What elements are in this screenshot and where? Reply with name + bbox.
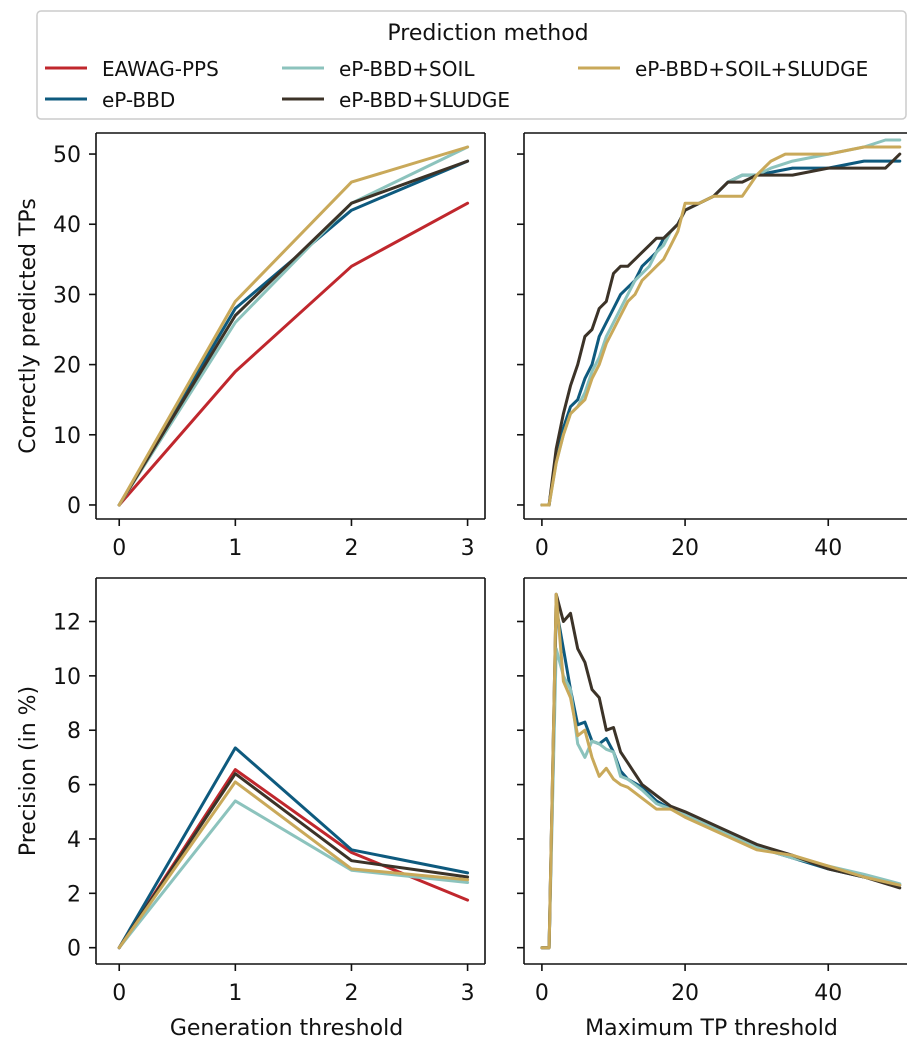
legend-entry-ep-bbd: eP-BBD (45, 88, 175, 112)
series-line-ep-bbd-soil-sludge-bottom-left (117, 780, 470, 950)
x-tick-label-top-left: 2 (344, 536, 358, 561)
y-tick-label-bottom-left: 8 (67, 719, 81, 744)
x-tick-label-bottom-left: 3 (461, 981, 475, 1006)
axes-bottom-left (95, 577, 486, 965)
series-line-ep-bbd-soil-sludge-bottom-right (540, 592, 902, 950)
series-line-ep-bbd-soil-sludge-top-left (117, 145, 470, 507)
series-group-top-left (117, 145, 470, 507)
legend-entry-ep-bbd-soil-sludge: eP-BBD+SOIL+SLUDGE (578, 57, 868, 81)
legend-label-ep-bbd-soil: eP-BBD+SOIL (339, 57, 475, 81)
x-tick-label-top-right: 40 (814, 536, 842, 561)
x-tick-label-bottom-left: 0 (112, 981, 126, 1006)
series-line-ep-bbd-sludge-top-left (117, 159, 470, 507)
legend-entry-ep-bbd-sludge: eP-BBD+SLUDGE (282, 88, 510, 112)
y-tick-label-top-left: 30 (53, 283, 81, 308)
y-axis-label-top-left: Correctly predicted TPs (16, 198, 41, 454)
axes-top-right (523, 132, 907, 520)
legend-frame (36, 10, 907, 120)
series-line-ep-bbd-sludge-top-right (540, 152, 902, 507)
series-line-ep-bbd-soil-bottom-left (117, 799, 470, 950)
x-tick-label-bottom-left: 2 (344, 981, 358, 1006)
axes-bottom-right (523, 577, 907, 965)
series-group-bottom-left (117, 746, 470, 950)
legend-title: Prediction method (387, 21, 588, 46)
legend: Prediction method EAWAG-PPS eP-BBD eP-BBD+… (36, 10, 907, 120)
legend-label-ep-bbd: eP-BBD (102, 88, 175, 112)
panel-top-right: 0 20 40 (517, 132, 907, 561)
y-axis-label-bottom-left: Precision (in %) (16, 686, 41, 856)
x-tick-label-bottom-left: 1 (228, 981, 242, 1006)
x-axis-label-bottom-left: Generation threshold (170, 1016, 403, 1038)
y-tick-label-bottom-left: 0 (67, 937, 81, 962)
legend-entry-eawag-pps: EAWAG-PPS (45, 57, 219, 81)
series-line-ep-bbd-sludge-bottom-right (540, 592, 902, 950)
y-tick-label-bottom-left: 10 (53, 665, 81, 690)
x-tick-label-bottom-right: 0 (535, 981, 549, 1006)
panel-bottom-right: 0 20 40 Maximum TP threshold (517, 577, 907, 1038)
y-tick-label-top-left: 40 (53, 213, 81, 238)
y-tick-label-bottom-left: 6 (67, 774, 81, 799)
y-tick-label-bottom-left: 12 (53, 610, 81, 635)
x-axis-label-bottom-right: Maximum TP threshold (585, 1016, 838, 1038)
series-group-top-right (540, 138, 902, 507)
x-tick-label-bottom-right: 20 (671, 981, 699, 1006)
x-tick-label-bottom-right: 40 (814, 981, 842, 1006)
x-tick-label-top-right: 0 (535, 536, 549, 561)
y-tick-label-bottom-left: 4 (67, 828, 81, 853)
y-tick-label-top-left: 0 (67, 494, 81, 519)
series-line-eawag-pps-top-left (117, 201, 470, 507)
x-tick-label-top-left: 0 (112, 536, 126, 561)
y-tick-label-top-left: 20 (53, 354, 81, 379)
x-tick-label-top-left: 3 (461, 536, 475, 561)
x-tick-label-top-left: 1 (228, 536, 242, 561)
y-tick-label-top-left: 50 (53, 143, 81, 168)
x-tick-label-top-right: 20 (671, 536, 699, 561)
y-tick-label-top-left: 10 (53, 424, 81, 449)
series-line-ep-bbd-soil-top-left (117, 145, 470, 507)
series-line-ep-bbd-top-right (540, 159, 902, 507)
legend-label-ep-bbd-soil-sludge: eP-BBD+SOIL+SLUDGE (635, 57, 868, 81)
series-group-bottom-right (540, 592, 902, 950)
axes-top-left (95, 132, 486, 520)
legend-label-eawag-pps: EAWAG-PPS (102, 57, 219, 81)
series-line-ep-bbd-top-left (117, 159, 470, 507)
series-line-ep-bbd-bottom-left (117, 746, 470, 950)
legend-entry-ep-bbd-soil: eP-BBD+SOIL (282, 57, 475, 81)
legend-label-ep-bbd-sludge: eP-BBD+SLUDGE (339, 88, 510, 112)
y-tick-label-bottom-left: 2 (67, 882, 81, 907)
series-line-ep-bbd-bottom-right (540, 606, 902, 950)
series-line-ep-bbd-sludge-bottom-left (117, 772, 470, 950)
series-line-ep-bbd-soil-sludge-top-right (540, 145, 902, 507)
